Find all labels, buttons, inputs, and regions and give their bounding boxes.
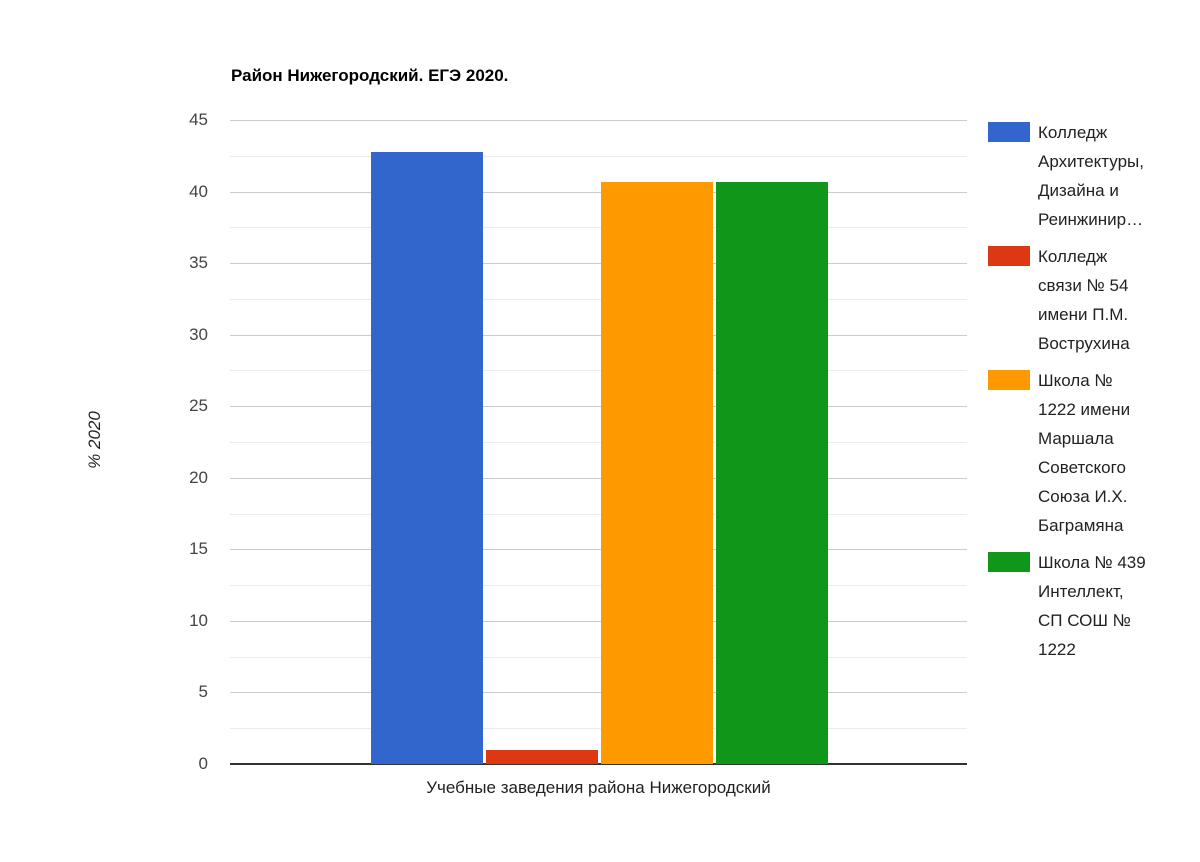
bar[interactable] [486, 749, 598, 764]
legend-label: Вострухина [1038, 334, 1130, 353]
legend-label: СП СОШ № [1038, 611, 1131, 630]
legend-label: Школа № 439 [1038, 553, 1146, 572]
legend-label: Союза И.Х. [1038, 487, 1128, 506]
x-axis-label: Учебные заведения района Нижегородский [426, 778, 771, 797]
y-tick-label: 5 [198, 682, 208, 702]
legend-item[interactable]: Школа № 439 Интеллект, СП СОШ № 1222 [988, 548, 1188, 664]
legend-label: Школа № [1038, 371, 1113, 390]
y-tick-label: 25 [189, 396, 208, 416]
y-tick-label: 35 [189, 253, 208, 273]
bar[interactable] [371, 151, 483, 764]
gridline [230, 656, 967, 658]
y-tick-label: 40 [189, 181, 208, 201]
legend-swatch-icon [988, 552, 1030, 572]
legend-label: Маршала [1038, 429, 1114, 448]
gridline [230, 370, 967, 372]
gridline [230, 298, 967, 300]
legend-label: 1222 имени [1038, 400, 1131, 419]
gridline [230, 406, 967, 408]
legend-label: Баграмяна [1038, 516, 1124, 535]
gridline [230, 513, 967, 515]
gridline [230, 620, 967, 622]
y-tick-label: 30 [189, 324, 208, 344]
y-tick-label: 10 [189, 610, 208, 630]
legend-item[interactable]: Колледж Архитектуры, Дизайна и Реинжинир… [988, 118, 1188, 234]
legend-item[interactable]: Колледж связи № 54 имени П.М. Вострухина [988, 242, 1188, 358]
gridline [230, 191, 967, 193]
gridline [230, 585, 967, 587]
x-axis-baseline [230, 763, 967, 765]
gridline [230, 334, 967, 336]
y-tick-label: 20 [189, 467, 208, 487]
legend-label: Архитектуры, [1038, 152, 1144, 171]
legend-label: Колледж [1038, 247, 1108, 266]
gridline [230, 120, 967, 121]
legend-swatch-icon [988, 370, 1030, 390]
legend-label: Дизайна и [1038, 181, 1119, 200]
gridline [230, 692, 967, 694]
legend-label: имени П.М. [1038, 305, 1129, 324]
legend-label: Советского [1038, 458, 1126, 477]
gridline [230, 227, 967, 229]
y-tick-label: 0 [198, 754, 208, 773]
gridline [230, 728, 967, 730]
legend-swatch-icon [988, 246, 1030, 266]
plot-area [230, 120, 967, 765]
y-axis-label: % 2020 [85, 411, 104, 469]
legend-swatch-icon [988, 122, 1030, 142]
gridline [230, 263, 967, 265]
gridline [230, 477, 967, 479]
y-tick-label: 45 [189, 110, 208, 129]
y-tick-label: 15 [189, 539, 208, 559]
legend-label: Реинжинир… [1038, 210, 1144, 229]
bar[interactable] [601, 181, 713, 764]
gridline [230, 442, 967, 443]
legend-label: 1222 [1038, 640, 1076, 659]
bar[interactable] [716, 181, 828, 764]
chart-title: Район Нижегородский. ЕГЭ 2020. [231, 66, 509, 85]
legend-label: связи № 54 [1038, 276, 1129, 295]
legend-item[interactable]: Школа № 1222 имени Маршала Советского Союза … [988, 366, 1188, 540]
gridline [230, 155, 967, 157]
gridline [230, 549, 967, 551]
legend: Колледж Архитектуры, Дизайна и Реинжинир… Ко… [988, 118, 1188, 672]
legend-label: Интеллект, [1038, 582, 1124, 601]
legend-label: Колледж [1038, 123, 1108, 142]
